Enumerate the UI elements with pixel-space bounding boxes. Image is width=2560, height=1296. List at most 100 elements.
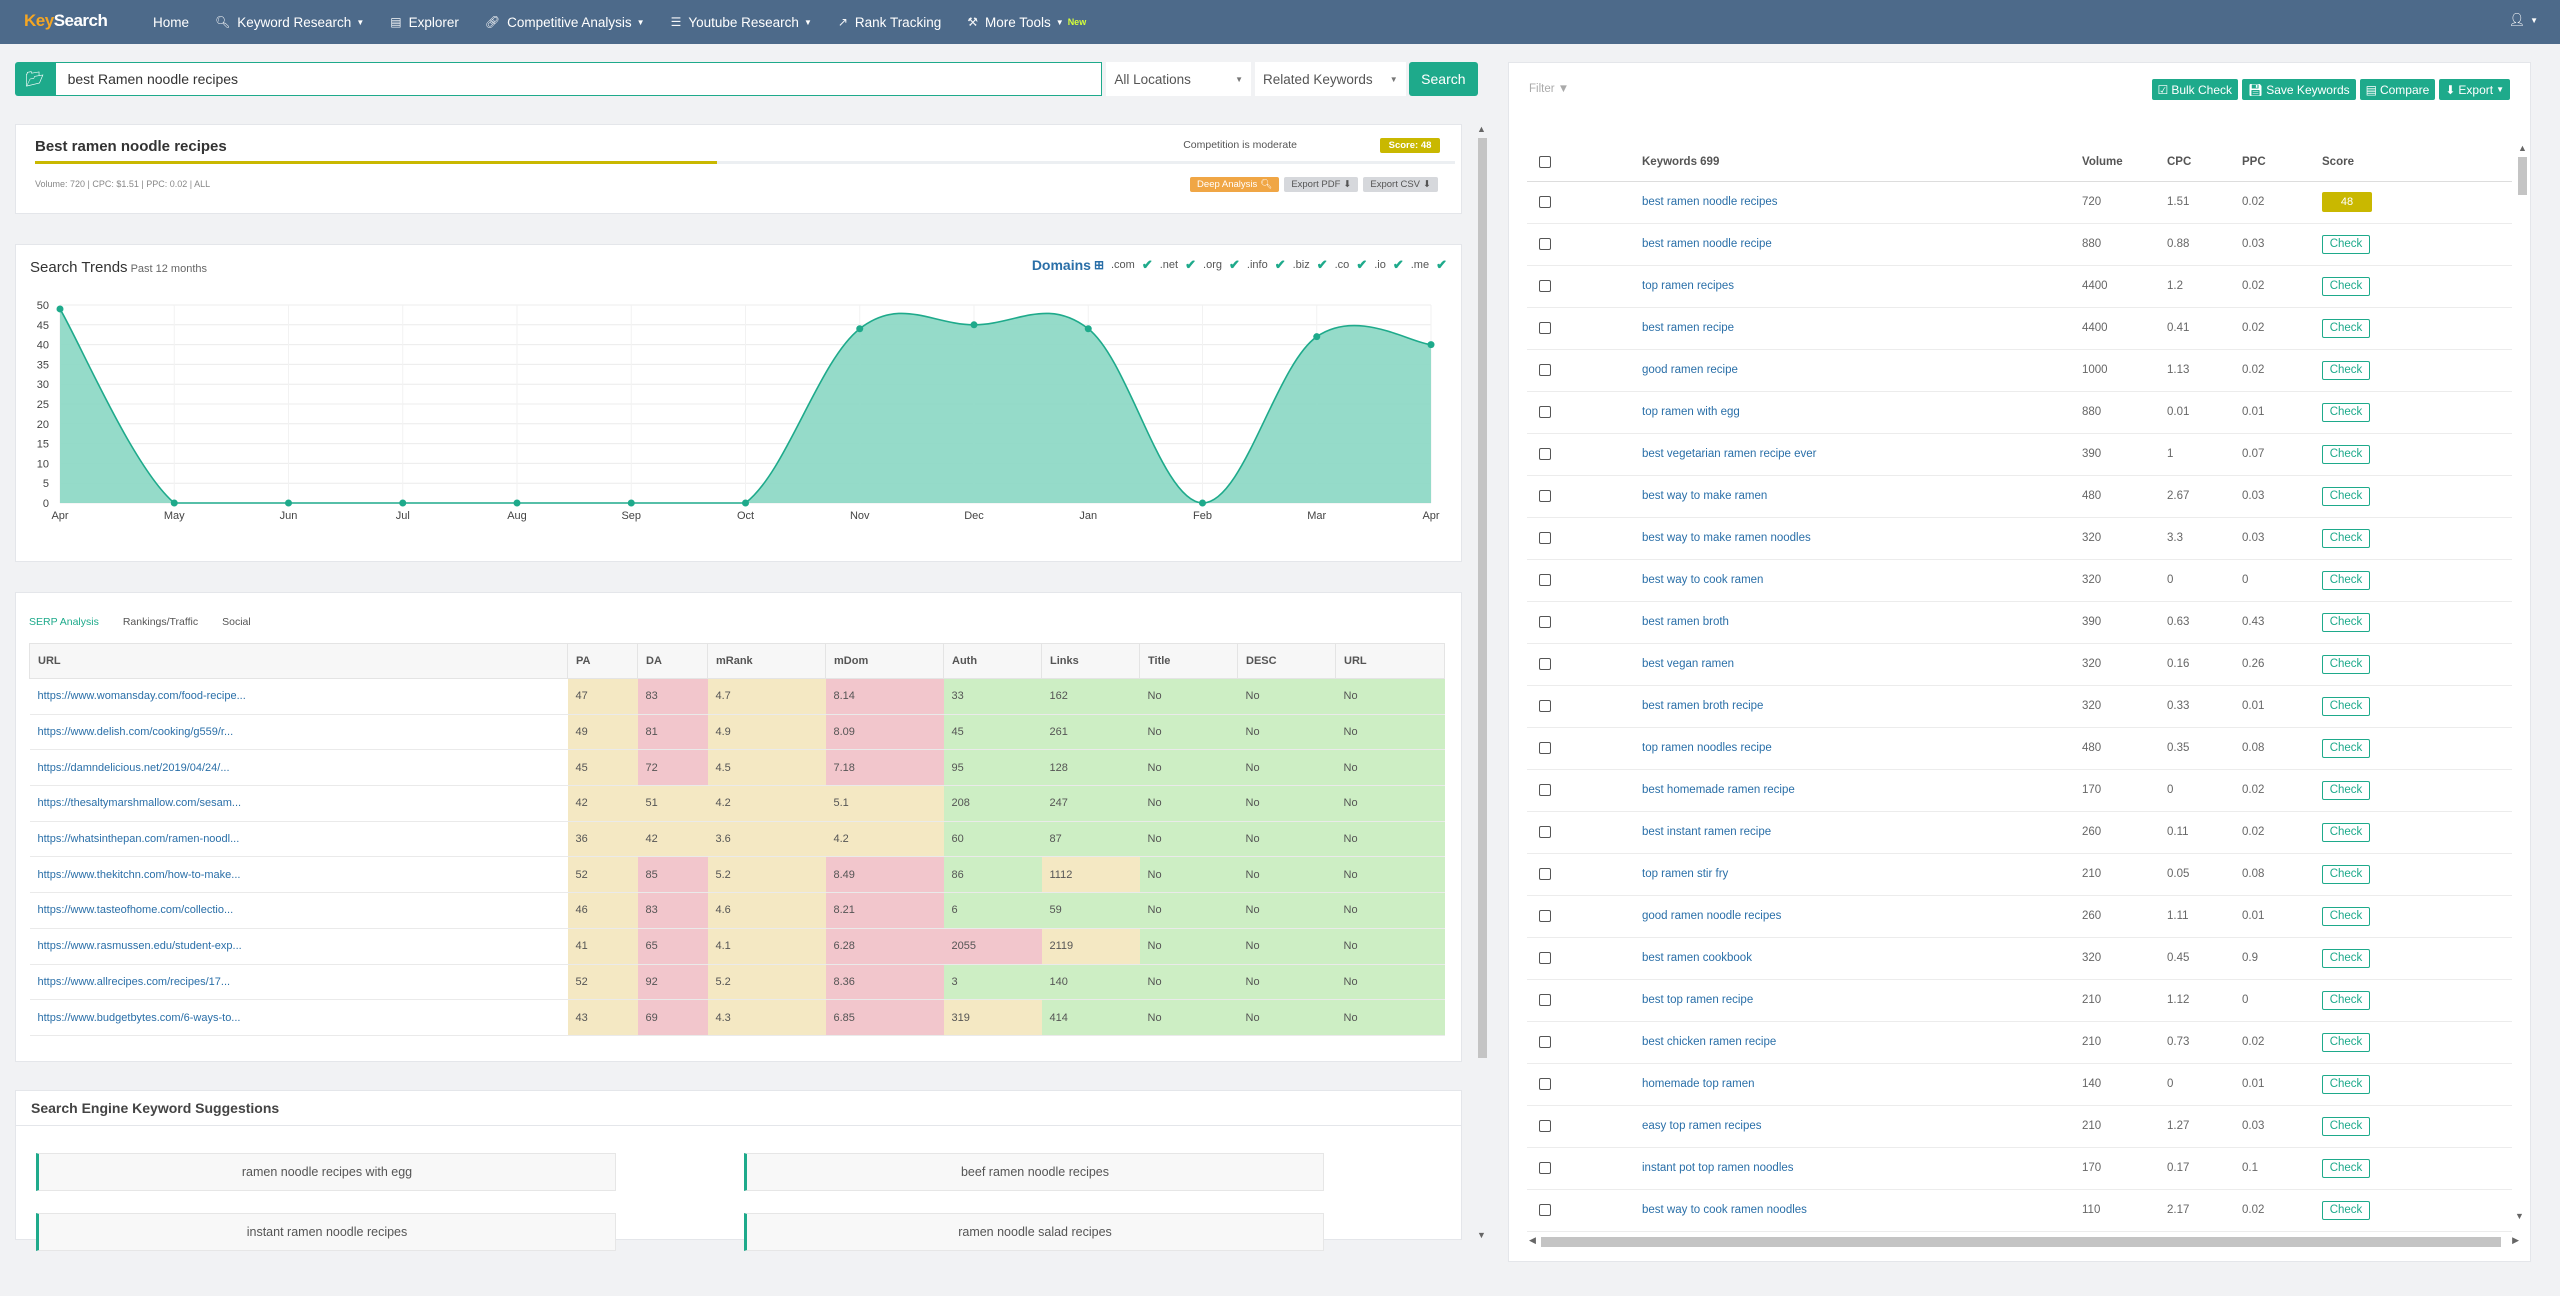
keyword-link[interactable]: good ramen recipe [1642, 349, 2082, 392]
row-checkbox[interactable] [1539, 531, 1551, 544]
row-checkbox[interactable] [1539, 279, 1551, 292]
domain-check-icon[interactable]: ✔ [1228, 257, 1240, 272]
mode-select[interactable]: Related Keywords ▼ [1255, 62, 1406, 96]
row-checkbox[interactable] [1539, 1035, 1551, 1048]
keyword-link[interactable]: instant pot top ramen noodles [1642, 1147, 2082, 1190]
check-score-button[interactable]: Check [2322, 234, 2370, 254]
keyword-link[interactable]: best ramen recipe [1642, 307, 2082, 350]
nav-item-explorer[interactable]: ▤ Explorer [377, 0, 472, 44]
suggestion-item[interactable]: ramen noodle salad recipes [744, 1213, 1324, 1251]
compare-button[interactable]: ▤ Compare [2359, 79, 2436, 100]
row-checkbox[interactable] [1539, 909, 1551, 922]
user-menu[interactable]: 👤︎ ▼ [2509, 12, 2538, 28]
domain-check-icon[interactable]: ✔ [1392, 257, 1404, 272]
serp-url-link[interactable]: https://damndelicious.net/2019/04/24/... [29, 749, 568, 787]
serp-col-url[interactable]: URL [29, 643, 568, 679]
scroll-down-icon[interactable]: ▼ [2515, 1211, 2524, 1221]
keyword-link[interactable]: best chicken ramen recipe [1642, 1021, 2082, 1064]
domain-check-icon[interactable]: ✔ [1141, 257, 1153, 272]
row-checkbox[interactable] [1539, 447, 1551, 460]
keyword-link[interactable]: homemade top ramen [1642, 1063, 2082, 1106]
row-checkbox[interactable] [1539, 573, 1551, 586]
row-checkbox[interactable] [1539, 1119, 1551, 1132]
row-checkbox[interactable] [1539, 195, 1551, 208]
data-point[interactable] [399, 499, 407, 507]
serp-url-link[interactable]: https://www.budgetbytes.com/6-ways-to... [29, 999, 568, 1036]
data-point[interactable] [1427, 341, 1435, 349]
location-select[interactable]: All Locations ▼ [1106, 62, 1252, 96]
col-score[interactable]: Score [2322, 143, 2512, 182]
check-score-button[interactable]: Check [2322, 948, 2370, 968]
left-scrollbar[interactable]: ▲ ▼ [1476, 124, 1488, 1240]
check-score-button[interactable]: Check [2322, 612, 2370, 632]
row-checkbox[interactable] [1539, 657, 1551, 670]
serp-col-desc[interactable]: DESC [1237, 643, 1336, 679]
keyword-link[interactable]: best ramen broth recipe [1642, 685, 2082, 728]
select-all-checkbox[interactable] [1539, 155, 1551, 168]
serp-url-link[interactable]: https://thesaltymarshmallow.com/sesam... [29, 785, 568, 822]
deep-analysis-button[interactable]: Deep Analysis 🔍︎ [1190, 177, 1280, 192]
serp-col-da[interactable]: DA [637, 643, 708, 679]
check-score-button[interactable]: Check [2322, 1200, 2370, 1220]
row-checkbox[interactable] [1539, 237, 1551, 250]
row-checkbox[interactable] [1539, 993, 1551, 1006]
serp-col-links[interactable]: Links [1041, 643, 1140, 679]
check-score-button[interactable]: Check [2322, 318, 2370, 338]
serp-col-auth[interactable]: Auth [943, 643, 1042, 679]
scroll-up-icon[interactable]: ▲ [2518, 143, 2527, 153]
save-keywords-button[interactable]: 💾︎ Save Keywords [2242, 79, 2356, 100]
tab-serp-analysis[interactable]: SERP Analysis [29, 616, 99, 628]
keyword-link[interactable]: easy top ramen recipes [1642, 1105, 2082, 1148]
col-keywords[interactable]: Keywords 699 [1642, 143, 2082, 182]
export-pdf-button[interactable]: Export PDF ⬇ [1284, 177, 1359, 192]
check-score-button[interactable]: Check [2322, 864, 2370, 884]
check-score-button[interactable]: Check [2322, 402, 2370, 422]
serp-url-link[interactable]: https://www.tasteofhome.com/collectio... [29, 892, 568, 929]
keyword-link[interactable]: top ramen recipes [1642, 265, 2082, 308]
serp-url-link[interactable]: https://www.delish.com/cooking/g559/r... [29, 714, 568, 751]
serp-col-url[interactable]: URL [1335, 643, 1445, 679]
serp-url-link[interactable]: https://whatsinthepan.com/ramen-noodl... [29, 821, 568, 858]
suggestion-item[interactable]: ramen noodle recipes with egg [36, 1153, 616, 1191]
domain-check-icon[interactable]: ✔ [1436, 257, 1447, 272]
check-score-button[interactable]: Check [2322, 738, 2370, 758]
check-score-button[interactable]: Check [2322, 570, 2370, 590]
nav-item-keyword-research[interactable]: 🔍︎ Keyword Research ▼ [202, 0, 377, 44]
scrollbar-thumb[interactable] [1478, 138, 1487, 1058]
data-point[interactable] [1199, 499, 1206, 507]
scrollbar-thumb[interactable] [2518, 157, 2527, 195]
check-score-button[interactable]: Check [2322, 1116, 2370, 1136]
keyword-link[interactable]: best vegan ramen [1642, 643, 2082, 686]
keysearch-logo[interactable]: KeySearch [24, 11, 108, 33]
row-checkbox[interactable] [1539, 321, 1551, 334]
keyword-link[interactable]: best vegetarian ramen recipe ever [1642, 433, 2082, 476]
nav-item-rank-tracking[interactable]: ↗ Rank Tracking [825, 0, 954, 44]
domain-check-icon[interactable]: ✔ [1274, 257, 1286, 272]
check-score-button[interactable]: Check [2322, 276, 2370, 296]
row-checkbox[interactable] [1539, 951, 1551, 964]
row-checkbox[interactable] [1539, 363, 1551, 376]
serp-url-link[interactable]: https://www.thekitchn.com/how-to-make... [29, 856, 568, 894]
serp-col-mrank[interactable]: mRank [707, 643, 826, 679]
check-score-button[interactable]: Check [2322, 654, 2370, 674]
keywords-horizontal-scrollbar[interactable]: ◀ ▶ [1529, 1234, 2519, 1248]
serp-col-mdom[interactable]: mDom [825, 643, 944, 679]
scroll-up-icon[interactable]: ▲ [1477, 124, 1486, 134]
filter-toggle[interactable]: Filter ▼ [1529, 83, 1569, 95]
folder-open-button[interactable]: 📂︎ [15, 62, 55, 96]
row-checkbox[interactable] [1539, 405, 1551, 418]
serp-col-title[interactable]: Title [1139, 643, 1238, 679]
row-checkbox[interactable] [1539, 1203, 1551, 1216]
keyword-link[interactable]: best ramen cookbook [1642, 937, 2082, 980]
check-score-button[interactable]: Check [2322, 822, 2370, 842]
serp-url-link[interactable]: https://www.rasmussen.edu/student-exp... [29, 928, 568, 965]
row-checkbox[interactable] [1539, 867, 1551, 880]
keyword-link[interactable]: best instant ramen recipe [1642, 811, 2082, 854]
keyword-link[interactable]: best ramen noodle recipes [1642, 181, 2082, 224]
keywords-vertical-scrollbar[interactable]: ▲ [2517, 143, 2527, 1243]
data-point[interactable] [627, 499, 635, 507]
check-score-button[interactable]: Check [2322, 906, 2370, 926]
scrollbar-thumb[interactable] [1541, 1237, 2501, 1247]
tab-social[interactable]: Social [222, 616, 251, 628]
nav-item-home[interactable]: Home [140, 0, 202, 44]
